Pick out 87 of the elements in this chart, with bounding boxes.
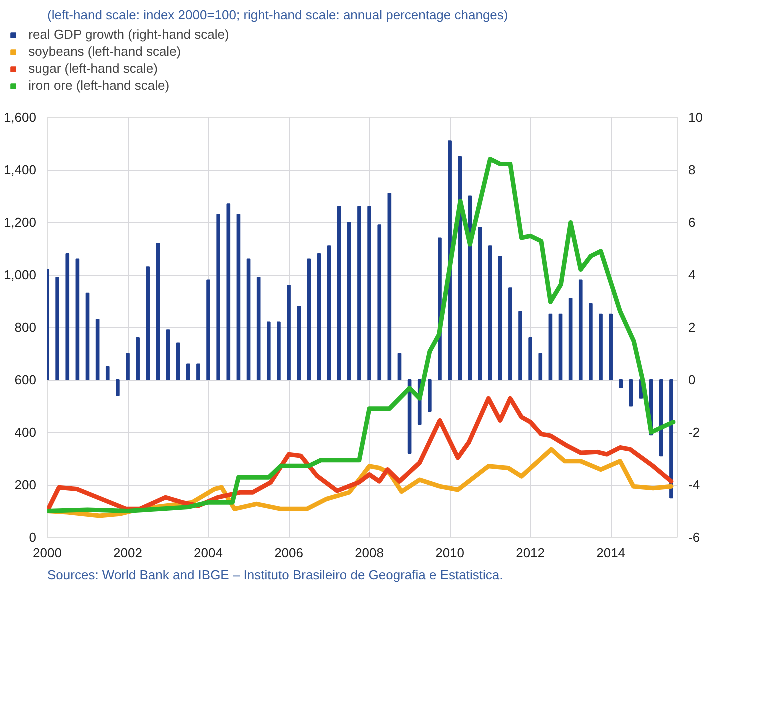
y2-tick-label: 0 [688,372,696,388]
y-tick-label: 1,200 [4,215,37,230]
bar [528,338,532,380]
y-tick-label: 1,400 [4,162,37,178]
bar [548,314,553,380]
y-tick-label: 600 [14,372,37,388]
bar [578,280,583,380]
bar [66,254,70,380]
x-tick-label: 2012 [516,546,546,560]
bar [368,206,372,380]
bar [236,214,241,380]
bar [388,193,392,380]
bar [246,258,251,380]
bar [86,292,90,380]
bar [106,366,110,380]
bar [176,342,180,380]
x-tick-label: 2004 [194,546,223,560]
bar [216,214,220,380]
bar [56,277,60,380]
y2-tick-label: -2 [688,425,700,440]
bar [327,246,332,380]
bar [226,204,231,380]
y2-tick-label: -6 [688,530,700,545]
bar [629,380,634,407]
source-note: Sources: World Bank and IBGE – Instituto Brasileiro de Geografia e Estatistica. [48,568,504,582]
bar [337,206,342,380]
bar [277,322,281,380]
bar [589,303,593,380]
bar [206,280,210,380]
bar [287,285,291,380]
bar [599,314,603,380]
bar [498,256,502,380]
x-tick-label: 2002 [114,546,142,560]
bar [348,222,352,380]
y-tick-label: 1,600 [4,110,37,125]
x-tick-label: 2014 [596,546,626,560]
bar [307,258,312,380]
bar [156,243,160,380]
bar [196,364,200,380]
y2-tick-label: -4 [688,478,700,492]
bar [538,353,543,380]
x-tick-label: 2006 [274,546,304,560]
bar [256,277,261,380]
y-tick-label: 800 [14,320,37,335]
bar [186,364,190,380]
y-tick-label: 0 [29,530,37,545]
y-tick-label: 1,000 [4,268,37,282]
bar [358,206,362,380]
line-series [48,156,676,514]
y2-tick-label: 2 [688,320,696,335]
bar [508,288,512,380]
y2-tick-label: 6 [688,215,696,230]
bar [558,314,563,380]
y2-tick-label: 4 [688,268,696,282]
bar [297,306,302,380]
bar [96,319,100,380]
bar [317,254,322,380]
bar [126,353,130,380]
bar [478,227,482,380]
bar [518,311,522,380]
bar [619,380,624,388]
bar [428,380,432,412]
y2-tick-label: 10 [688,110,703,125]
legend-label: iron ore (left-hand scale) [28,78,170,93]
bar [659,380,664,457]
bar [146,266,150,380]
x-tick-label: 2008 [355,546,384,560]
bar [458,156,462,380]
y-tick-label: 200 [14,478,37,492]
y2-tick-label: 8 [688,162,696,178]
legend-label: sugar (left-hand scale) [28,61,158,76]
chart-subtitle: (left-hand scale: index 2000=100; right-hand scale: annual percentage changes) [48,8,508,22]
y-tick-label: 400 [14,425,37,440]
bar [568,298,573,380]
x-tick-label: 2010 [436,546,465,560]
bar [76,258,80,380]
legend-label: real GDP growth (right-hand scale) [28,27,230,42]
x-tick-label: 2000 [33,546,62,560]
bar [136,338,140,380]
bar [398,353,402,380]
bar [378,224,382,380]
bar [609,314,613,380]
bar [488,246,492,380]
bar [266,322,271,380]
legend-label: soybeans (left-hand scale) [28,44,182,59]
bar [116,380,120,396]
bar [166,330,170,380]
